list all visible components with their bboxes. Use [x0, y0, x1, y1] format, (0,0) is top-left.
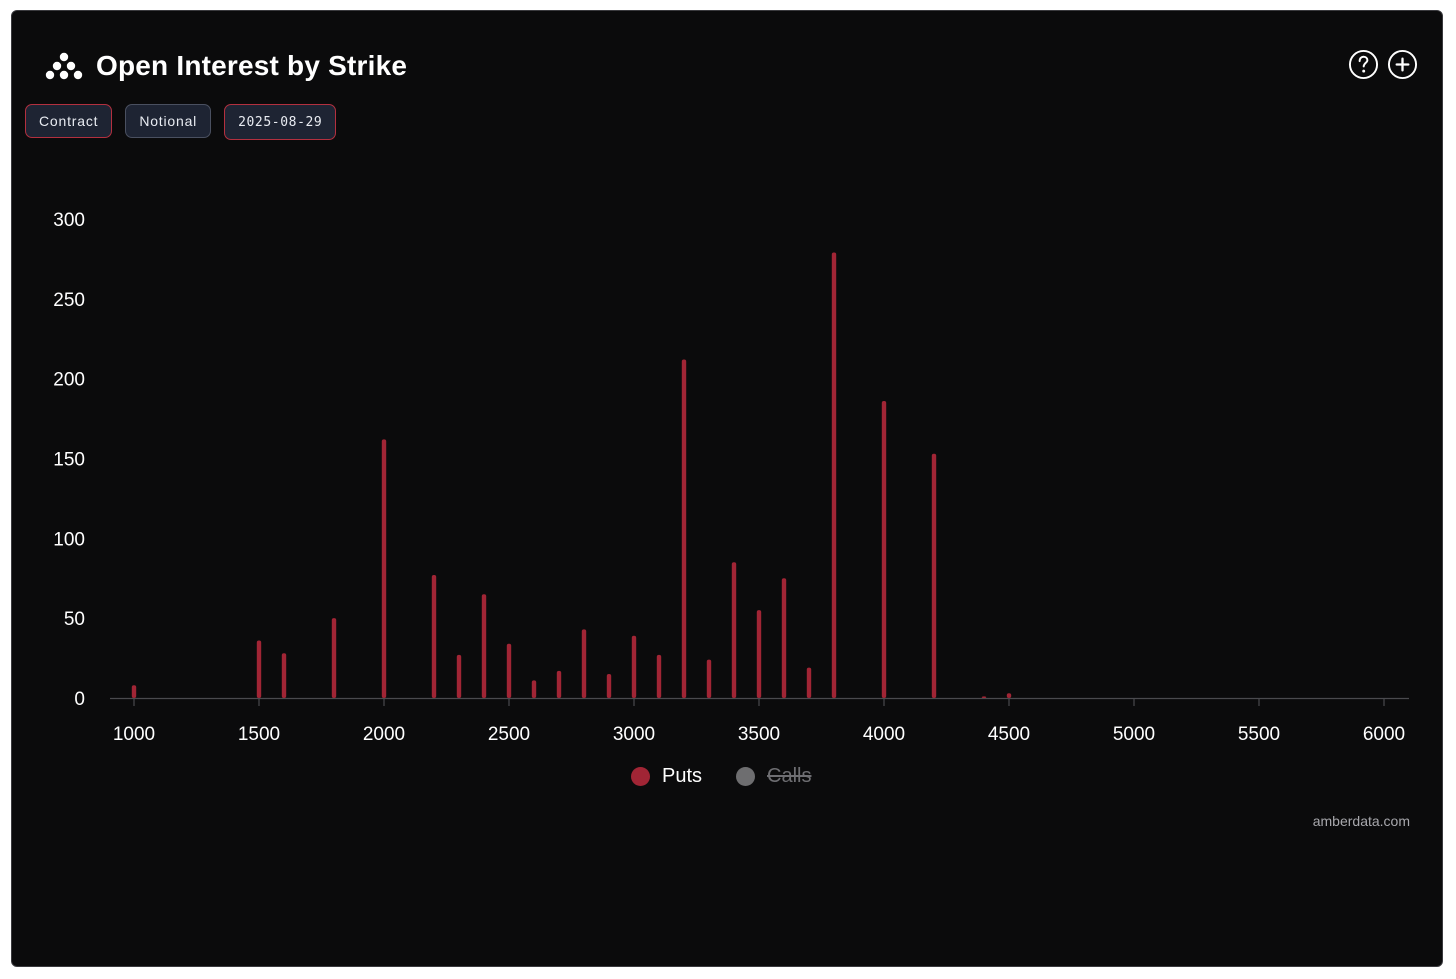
- header-actions: [1348, 49, 1418, 80]
- notional-toggle-button[interactable]: Notional: [125, 104, 212, 138]
- calls-legend-label: Calls: [767, 765, 812, 787]
- bar-puts: [131, 685, 137, 698]
- y-tick-label: 0: [74, 689, 85, 710]
- amberdata-logo-icon: [45, 52, 83, 80]
- bar-puts: [681, 359, 687, 698]
- question-circle-icon[interactable]: [1348, 49, 1379, 80]
- bar-puts: [731, 562, 737, 698]
- bar-puts: [531, 680, 537, 698]
- x-tick-label: 3500: [738, 724, 780, 745]
- y-tick-label: 200: [53, 370, 85, 391]
- bar-puts: [431, 575, 437, 698]
- bar-puts: [831, 252, 837, 698]
- bar-puts: [256, 640, 262, 698]
- bar-puts: [756, 610, 762, 698]
- source-attribution: amberdata.com: [1312, 813, 1410, 829]
- y-tick-label: 150: [53, 450, 85, 471]
- page-title: Open Interest by Strike: [96, 50, 408, 81]
- chart-panel: [11, 10, 1443, 967]
- bar-puts: [506, 643, 512, 698]
- chart-header: Open Interest by Strike: [44, 50, 407, 82]
- x-tick-label: 4500: [988, 724, 1030, 745]
- bar-puts: [781, 578, 787, 698]
- bar-puts: [331, 618, 337, 698]
- x-tick-label: 4000: [863, 724, 905, 745]
- bar-puts: [1006, 693, 1012, 698]
- x-tick-label: 6000: [1363, 724, 1405, 745]
- bar-puts: [456, 654, 462, 698]
- bar-puts: [656, 654, 662, 698]
- bar-puts: [931, 453, 937, 698]
- x-tick-label: 1000: [113, 724, 155, 745]
- bar-puts: [556, 670, 562, 698]
- plus-circle-icon[interactable]: [1387, 49, 1418, 80]
- bar-puts: [581, 629, 587, 698]
- x-tick-label: 3000: [613, 724, 655, 745]
- bar-puts: [981, 696, 987, 698]
- contract-toggle-button[interactable]: Contract: [25, 104, 113, 138]
- filter-bar: Contract Notional 2025-08-29: [25, 104, 337, 140]
- bar-puts: [381, 439, 387, 698]
- y-tick-label: 100: [53, 529, 85, 550]
- legend-item-calls[interactable]: Calls: [736, 765, 811, 788]
- x-tick-label: 2500: [488, 724, 530, 745]
- bar-puts: [706, 659, 712, 698]
- y-tick-label: 300: [53, 210, 85, 231]
- y-tick-label: 50: [64, 609, 85, 630]
- bar-puts: [281, 653, 287, 698]
- y-tick-label: 250: [53, 290, 85, 311]
- x-tick-label: 5500: [1238, 724, 1280, 745]
- expiry-date-select[interactable]: 2025-08-29: [224, 104, 337, 140]
- calls-legend-dot: [736, 767, 756, 786]
- chart-legend: Puts Calls: [631, 765, 811, 788]
- bar-puts: [631, 635, 637, 698]
- x-tick-label: 2000: [363, 724, 405, 745]
- x-tick-label: 5000: [1113, 724, 1155, 745]
- puts-legend-dot: [631, 767, 650, 786]
- bar-puts: [806, 667, 812, 698]
- bar-puts: [481, 594, 487, 698]
- legend-item-puts[interactable]: Puts: [631, 765, 702, 788]
- bar-puts: [881, 401, 887, 698]
- puts-legend-label: Puts: [662, 765, 703, 787]
- bar-puts: [606, 674, 612, 698]
- x-tick-label: 1500: [238, 724, 280, 745]
